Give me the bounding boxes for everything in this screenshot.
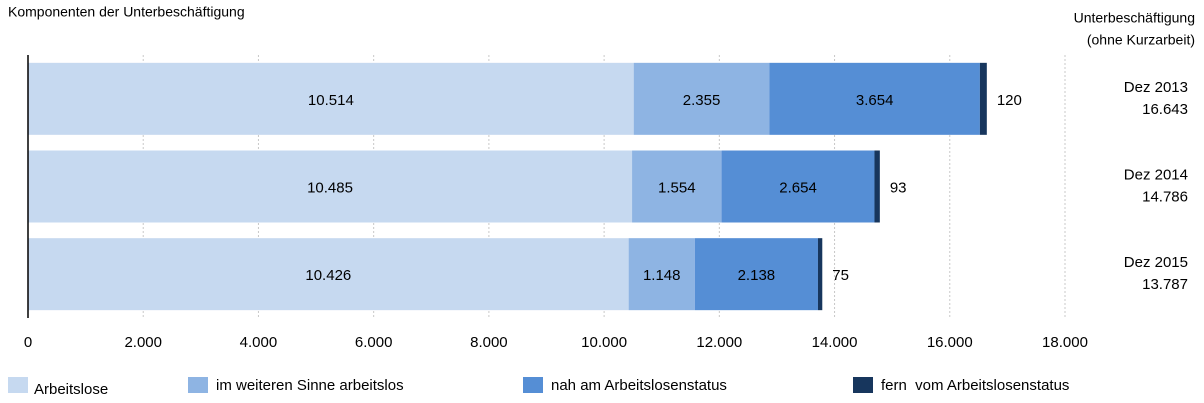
- x-tick-label: 12.000: [696, 334, 742, 351]
- total-label: 14.786: [1142, 188, 1188, 205]
- bar-segment: [694, 238, 818, 311]
- value-label: 10.514: [308, 92, 354, 109]
- bar-segment: [628, 238, 695, 311]
- value-label: 2.355: [683, 92, 721, 109]
- legend-label: fern vom Arbeitslosenstatus: [881, 377, 1069, 394]
- value-label: 75: [832, 267, 849, 284]
- legend-label: Arbeitslose: [34, 381, 108, 398]
- bar-segment: [817, 238, 823, 311]
- totals-title: Unterbeschäftigung: [1074, 10, 1195, 26]
- value-label: 120: [997, 92, 1022, 109]
- category-label: Dez 2013: [1124, 79, 1188, 96]
- value-label: 1.554: [658, 179, 696, 196]
- bar-segment: [769, 62, 980, 135]
- bar-segment: [721, 150, 875, 223]
- legend-label: nah am Arbeitslosenstatus: [551, 377, 727, 394]
- legend-swatch: [853, 377, 873, 393]
- totals-title: (ohne Kurzarbeit): [1087, 32, 1195, 48]
- x-tick-label: 18.000: [1042, 334, 1088, 351]
- legend-swatch: [188, 377, 208, 393]
- x-tick-label: 6.000: [355, 334, 393, 351]
- x-tick-label: 2.000: [124, 334, 162, 351]
- total-label: 16.643: [1142, 101, 1188, 118]
- bar-segment: [633, 62, 770, 135]
- x-tick-label: 10.000: [581, 334, 627, 351]
- bar-segment: [874, 150, 880, 223]
- x-tick-label: 8.000: [470, 334, 508, 351]
- value-label: 2.654: [779, 179, 817, 196]
- bar-segment: [632, 150, 722, 223]
- legend-swatch: [523, 377, 543, 393]
- value-label: 2.138: [738, 267, 776, 284]
- x-tick-label: 4.000: [240, 334, 278, 351]
- category-label: Dez 2014: [1124, 166, 1188, 183]
- chart-title: Komponenten der Unterbeschäftigung: [8, 4, 245, 20]
- bar-segment: [28, 150, 633, 223]
- bar-segment: [28, 238, 629, 311]
- value-label: 10.426: [305, 267, 351, 284]
- legend-swatch: [8, 377, 28, 393]
- x-tick-label: 0: [24, 334, 32, 351]
- total-label: 13.787: [1142, 276, 1188, 293]
- value-label: 10.485: [307, 179, 353, 196]
- value-label: 93: [890, 179, 907, 196]
- value-label: 3.654: [856, 92, 894, 109]
- bar-segment: [28, 62, 634, 135]
- bar-segment: [979, 62, 987, 135]
- value-label: 1.148: [643, 267, 681, 284]
- x-tick-label: 16.000: [927, 334, 973, 351]
- x-tick-label: 14.000: [812, 334, 858, 351]
- category-label: Dez 2015: [1124, 254, 1188, 271]
- legend-label: im weiteren Sinne arbeitslos: [216, 377, 404, 394]
